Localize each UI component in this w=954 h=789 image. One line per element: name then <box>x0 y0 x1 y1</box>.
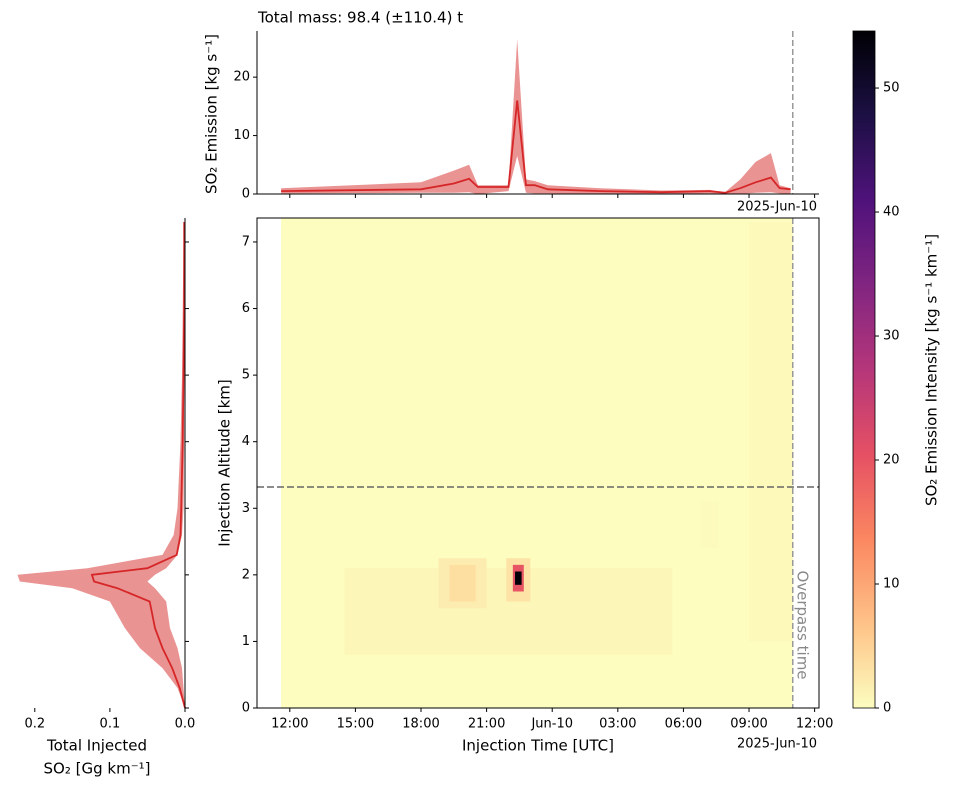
colorbar-tick-label: 30 <box>883 329 900 344</box>
colorbar-tick-label: 10 <box>883 577 900 592</box>
main-x-label: Injection Time [UTC] <box>462 737 614 755</box>
y-tick-label: 5 <box>242 368 250 383</box>
y-tick-label: 2 <box>242 567 250 582</box>
colorbar-tick-label: 40 <box>883 205 900 220</box>
x-tick-label: 21:00 <box>468 717 505 732</box>
heat-cell <box>449 564 476 602</box>
top-y-label: SO₂ Emission [kg s⁻¹] <box>203 34 221 194</box>
main-y-label: Injection Altitude [km] <box>216 379 234 546</box>
y-tick-label: 4 <box>242 434 250 449</box>
top-offset-label: 2025-Jun-10 <box>737 200 817 215</box>
heat-cell <box>515 571 522 585</box>
y-tick-label: 7 <box>242 234 250 249</box>
x-tick-label: Jun-10 <box>530 717 573 732</box>
left-x-label: Total Injected <box>46 737 147 755</box>
overpass-label: Overpass time <box>793 570 811 679</box>
colorbar-tick-label: 20 <box>883 453 900 468</box>
emission-line <box>281 100 791 194</box>
y-tick-label: 6 <box>242 301 250 316</box>
profile-line <box>90 222 186 709</box>
uncertainty-band <box>281 39 791 195</box>
x-tick-label: 15:00 <box>337 717 374 732</box>
x-tick-label: 03:00 <box>599 717 636 732</box>
x-tick-label: 06:00 <box>665 717 702 732</box>
colorbar <box>852 30 876 709</box>
y-tick-label: 0 <box>242 701 250 716</box>
x-tick-label: 18:00 <box>402 717 439 732</box>
x-tick-label: 12:00 <box>271 717 308 732</box>
y-tick-label: 1 <box>242 634 250 649</box>
main-offset-label: 2025-Jun-10 <box>737 737 817 752</box>
colorbar-label: SO₂ Emission Intensity [kg s⁻¹ km⁻¹] <box>923 234 941 506</box>
y-tick-label: 10 <box>233 128 250 143</box>
y-tick-label: 0 <box>242 187 250 202</box>
x-tick-label: 09:00 <box>730 717 767 732</box>
heat-cell <box>749 221 793 642</box>
y-tick-label: 3 <box>242 501 250 516</box>
colorbar-tick-label: 50 <box>883 81 900 96</box>
plot-frame <box>256 217 820 709</box>
x-tick-label: 0.1 <box>100 717 121 732</box>
heat-cell <box>700 501 719 549</box>
y-tick-label: 20 <box>233 70 250 85</box>
x-tick-label: 12:00 <box>796 717 833 732</box>
top-title: Total mass: 98.4 (±110.4) t <box>257 9 463 27</box>
uncertainty-band <box>17 222 185 708</box>
x-tick-label: 0.0 <box>175 717 196 732</box>
left-x-label-2: SO₂ [Gg km⁻¹] <box>44 760 151 778</box>
colorbar-tick-label: 0 <box>883 701 891 716</box>
x-tick-label: 0.2 <box>24 717 45 732</box>
